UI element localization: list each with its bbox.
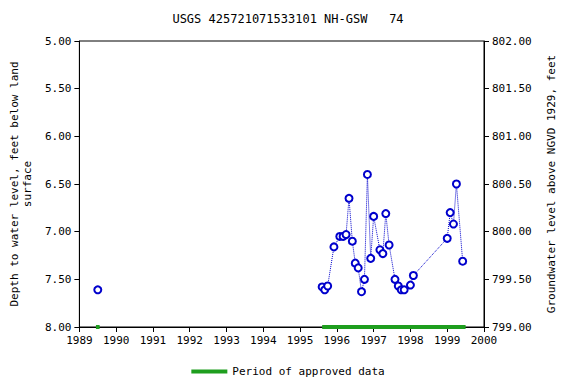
svg-text:1990: 1990 — [103, 334, 130, 347]
svg-text:2000: 2000 — [471, 334, 498, 347]
svg-text:802.00: 802.00 — [492, 35, 532, 48]
svg-text:800.50: 800.50 — [492, 178, 532, 191]
svg-text:799.50: 799.50 — [492, 273, 532, 286]
svg-text:1992: 1992 — [176, 334, 203, 347]
svg-text:7.00: 7.00 — [45, 225, 72, 238]
svg-text:6.50: 6.50 — [45, 178, 72, 191]
svg-text:Depth to water level, feet bel: Depth to water level, feet below land — [8, 61, 21, 306]
svg-text:Period of approved data: Period of approved data — [232, 365, 384, 378]
svg-text:5.50: 5.50 — [45, 82, 72, 95]
svg-text:801.50: 801.50 — [492, 82, 532, 95]
svg-text:5.00: 5.00 — [45, 35, 72, 48]
svg-text:1997: 1997 — [360, 334, 387, 347]
svg-text:8.00: 8.00 — [45, 321, 72, 334]
svg-text:1993: 1993 — [213, 334, 240, 347]
svg-text:Groundwater level above NGVD 1: Groundwater level above NGVD 1929, feet — [545, 55, 558, 313]
svg-text:801.00: 801.00 — [492, 130, 532, 143]
svg-text:1996: 1996 — [324, 334, 351, 347]
svg-text:surface: surface — [21, 161, 34, 207]
svg-text:7.50: 7.50 — [45, 273, 72, 286]
svg-text:1999: 1999 — [434, 334, 461, 347]
svg-text:799.00: 799.00 — [492, 321, 532, 334]
svg-text:1991: 1991 — [140, 334, 167, 347]
svg-text:1998: 1998 — [397, 334, 424, 347]
svg-text:800.00: 800.00 — [492, 225, 532, 238]
svg-text:1994: 1994 — [250, 334, 277, 347]
svg-text:1989: 1989 — [66, 334, 93, 347]
svg-text:6.00: 6.00 — [45, 130, 72, 143]
svg-text:USGS 425721071533101 NH-GSW: USGS 425721071533101 NH-GSW 74 — [172, 12, 403, 26]
svg-text:1995: 1995 — [287, 334, 314, 347]
